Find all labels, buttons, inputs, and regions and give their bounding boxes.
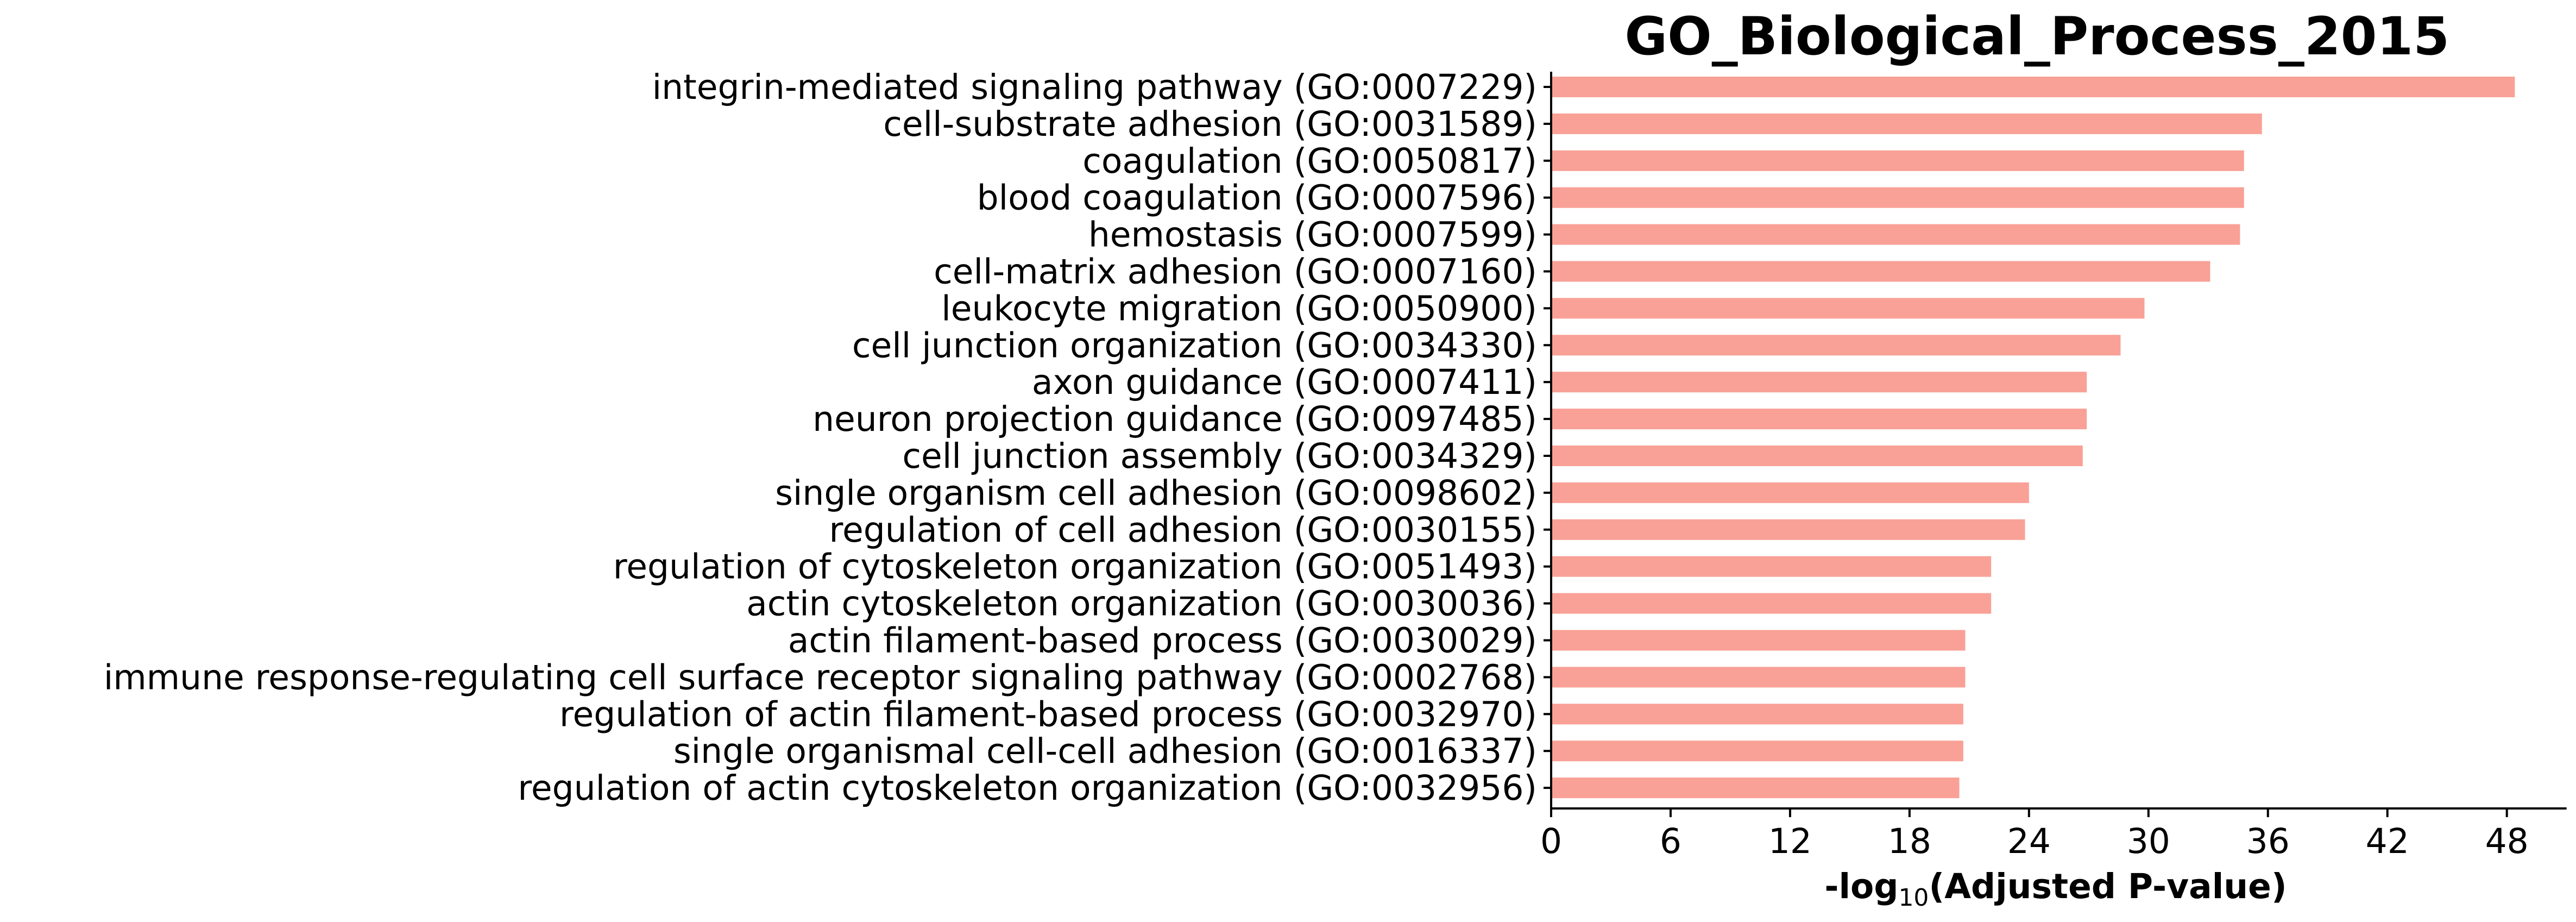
bar-9 bbox=[1551, 372, 2087, 393]
x-tick-label-30: 30 bbox=[2127, 821, 2170, 861]
category-label-16: actin filament-based process (GO:0030029… bbox=[788, 621, 1537, 661]
category-label-7: leukocyte migration (GO:0050900) bbox=[941, 288, 1537, 328]
x-tick-label-42: 42 bbox=[2366, 821, 2409, 861]
x-ticks: 0 6 12 18 24 30 36 42 48 bbox=[1540, 808, 2529, 861]
bar-16 bbox=[1551, 630, 1966, 651]
category-label-5: hemostasis (GO:0007599) bbox=[1088, 215, 1537, 255]
category-label-17: immune response-regulating cell surface … bbox=[104, 657, 1537, 697]
category-label-19: single organismal cell-cell adhesion (GO… bbox=[673, 731, 1537, 771]
chart-title: GO_Biological_Process_2015 bbox=[1624, 6, 2449, 67]
x-tick-label-18: 18 bbox=[1888, 821, 1931, 861]
category-label-15: actin cytoskeleton organization (GO:0030… bbox=[746, 584, 1537, 624]
category-label-3: coagulation (GO:0050817) bbox=[1082, 141, 1537, 181]
bar-5 bbox=[1551, 224, 2240, 245]
x-axis-label: -log10(Adjusted P-value) bbox=[1824, 867, 2287, 912]
bar-18 bbox=[1551, 704, 1963, 725]
category-label-12: single organism cell adhesion (GO:009860… bbox=[775, 473, 1537, 513]
bar-13 bbox=[1551, 519, 2025, 540]
category-label-8: cell junction organization (GO:0034330) bbox=[852, 325, 1537, 365]
x-tick-label-36: 36 bbox=[2246, 821, 2290, 861]
bar-20 bbox=[1551, 777, 1960, 799]
x-tick-label-6: 6 bbox=[1660, 821, 1681, 861]
x-axis-label-prefix: -log bbox=[1824, 867, 1898, 906]
category-label-9: axon guidance (GO:0007411) bbox=[1032, 362, 1537, 402]
bar-7 bbox=[1551, 298, 2145, 319]
category-labels: integrin-mediated signaling pathway (GO:… bbox=[104, 67, 1551, 808]
category-label-6: cell-matrix adhesion (GO:0007160) bbox=[934, 252, 1537, 292]
x-tick-label-12: 12 bbox=[1768, 821, 1812, 861]
category-label-4: blood coagulation (GO:0007596) bbox=[977, 178, 1537, 218]
x-tick-label-0: 0 bbox=[1540, 821, 1562, 861]
category-label-11: cell junction assembly (GO:0034329) bbox=[902, 436, 1537, 476]
category-label-18: regulation of actin filament-based proce… bbox=[559, 694, 1537, 734]
x-axis-label-suffix: (Adjusted P-value) bbox=[1929, 867, 2287, 906]
bar-3 bbox=[1551, 150, 2244, 171]
bar-8 bbox=[1551, 335, 2121, 356]
bar-19 bbox=[1551, 741, 1963, 762]
bar-4 bbox=[1551, 187, 2244, 208]
bar-15 bbox=[1551, 593, 1992, 614]
bar-17 bbox=[1551, 667, 1966, 688]
bars-group bbox=[1551, 77, 2515, 799]
category-label-1: integrin-mediated signaling pathway (GO:… bbox=[652, 67, 1537, 107]
category-label-10: neuron projection guidance (GO:0097485) bbox=[813, 399, 1537, 439]
x-tick-label-24: 24 bbox=[2007, 821, 2051, 861]
bar-6 bbox=[1551, 261, 2210, 282]
bar-14 bbox=[1551, 556, 1992, 577]
x-tick-label-48: 48 bbox=[2485, 821, 2529, 861]
category-label-13: regulation of cell adhesion (GO:0030155) bbox=[829, 510, 1537, 550]
bar-10 bbox=[1551, 409, 2087, 430]
bar-1 bbox=[1551, 77, 2515, 97]
category-label-20: regulation of actin cytoskeleton organiz… bbox=[518, 768, 1537, 808]
category-label-2: cell-substrate adhesion (GO:0031589) bbox=[883, 104, 1537, 144]
category-label-14: regulation of cytoskeleton organization … bbox=[613, 547, 1537, 587]
bar-11 bbox=[1551, 446, 2083, 466]
bar-2 bbox=[1551, 113, 2262, 134]
bar-12 bbox=[1551, 482, 2029, 503]
x-axis-label-subscript: 10 bbox=[1898, 884, 1929, 912]
